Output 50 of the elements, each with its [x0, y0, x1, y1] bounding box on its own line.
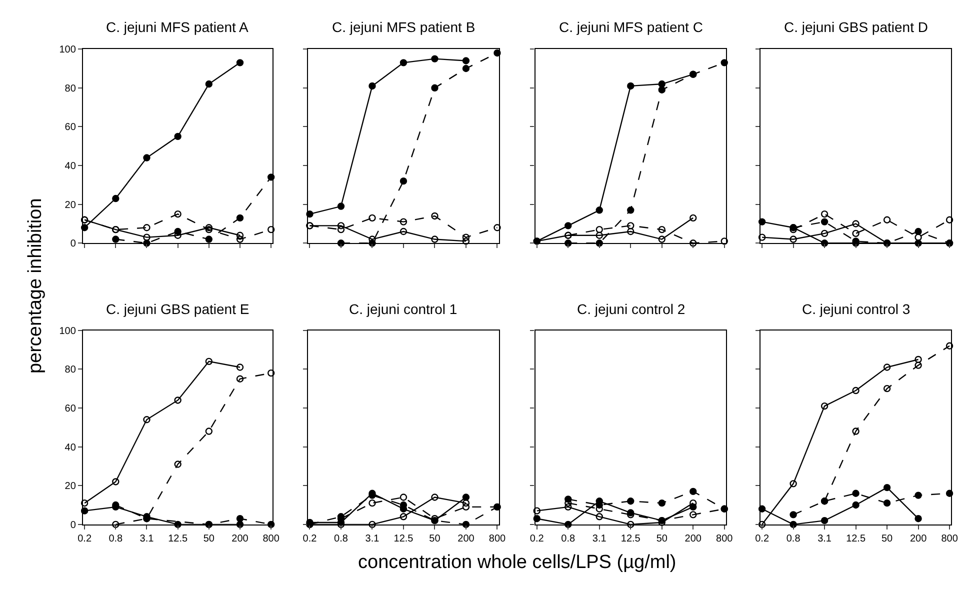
y-tick-label: 20: [64, 200, 76, 211]
x-tick-label: 3.1: [365, 534, 380, 545]
x-tick-label: 0.2: [755, 534, 770, 545]
chart-title: C. jejuni control 1: [349, 301, 458, 317]
x-tick-label: 800: [262, 534, 280, 545]
y-tick-label: 60: [64, 403, 76, 414]
chart-title: C. jejuni control 2: [577, 301, 686, 317]
x-tick-label: 200: [910, 534, 928, 545]
x-tick-label: 12.5: [394, 534, 414, 545]
chart-title: C. jejuni MFS patient C: [559, 19, 703, 35]
x-tick-label: 50: [881, 534, 894, 545]
chart-title: C. jejuni control 3: [802, 301, 910, 317]
x-tick-label: 3.1: [592, 534, 607, 545]
x-tick-label: 3.1: [140, 534, 154, 545]
x-tick-label: 12.5: [846, 534, 866, 545]
y-tick-label: 0: [70, 238, 76, 250]
x-tick-label: 800: [941, 534, 958, 545]
y-tick-label: 100: [59, 326, 76, 337]
x-tick-label: 800: [488, 534, 506, 545]
chart-title: C. jejuni MFS patient B: [332, 19, 476, 35]
chart-title: C. jejuni MFS patient A: [106, 19, 250, 35]
x-tick-label: 50: [656, 534, 668, 545]
x-tick-label: 800: [716, 534, 734, 545]
x-tick-label: 200: [458, 534, 475, 545]
y-tick-label: 0: [70, 520, 76, 531]
chart-title: C. jejuni GBS patient E: [106, 301, 250, 317]
x-tick-label: 200: [684, 534, 702, 545]
y-tick-label: 100: [59, 44, 76, 56]
y-tick-label: 60: [64, 122, 76, 134]
y-tick-label: 40: [64, 161, 76, 172]
x-axis-title: concentration whole cells/LPS (µg/ml): [358, 552, 676, 573]
x-tick-label: 3.1: [818, 534, 832, 545]
y-tick-label: 40: [64, 442, 76, 454]
x-tick-label: 0.2: [78, 534, 92, 545]
x-tick-label: 50: [203, 534, 215, 545]
y-tick-label: 80: [64, 83, 76, 94]
x-tick-label: 0.8: [108, 534, 124, 545]
x-tick-label: 0.8: [561, 534, 576, 545]
x-tick-label: 0.2: [302, 534, 318, 545]
x-tick-label: 0.2: [530, 534, 544, 545]
x-tick-label: 0.8: [334, 534, 348, 545]
y-axis-title: percentage inhibition: [25, 198, 46, 374]
y-tick-label: 80: [64, 364, 76, 376]
x-tick-label: 200: [232, 534, 249, 545]
x-tick-label: 12.5: [168, 534, 188, 545]
x-tick-label: 0.8: [786, 534, 801, 545]
x-tick-label: 12.5: [620, 534, 641, 545]
x-tick-label: 50: [429, 534, 441, 545]
y-tick-label: 20: [64, 481, 76, 492]
chart-title: C. jejuni GBS patient D: [784, 19, 928, 35]
